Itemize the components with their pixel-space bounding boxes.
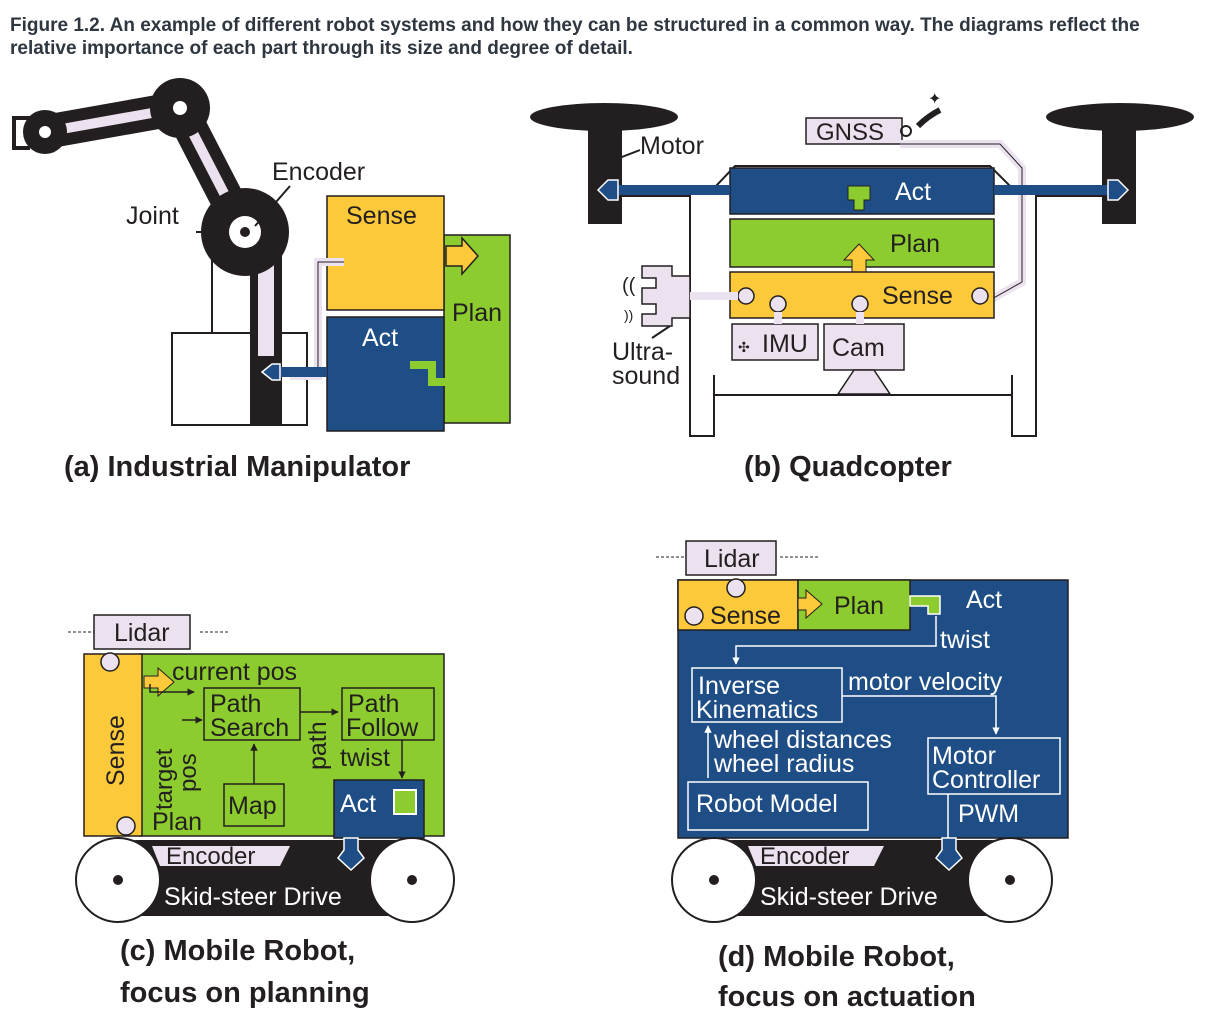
imu-axes-icon: ✣ — [738, 339, 750, 355]
panel-a: Encoder Joint Plan Sense Act (a) Industr… — [12, 78, 511, 483]
path-search-label-1: Path — [210, 690, 261, 718]
sense-to-plan-arrow — [445, 236, 480, 276]
imu-box — [731, 323, 819, 361]
drive-label: Skid-steer Drive — [164, 883, 342, 911]
ik-label-2: Kinematics — [696, 696, 818, 724]
motor-controller-box — [927, 737, 1061, 795]
encoder-label: Encoder — [272, 158, 365, 186]
encoder-box — [152, 846, 290, 866]
motor-controller-label-1: Motor — [932, 742, 996, 770]
twist-label: twist — [940, 626, 990, 654]
encoder-box — [748, 846, 884, 866]
twist-arrow — [732, 616, 937, 665]
camera-lens-icon — [836, 369, 892, 395]
plan-label: Plan — [452, 299, 502, 327]
satellite-dish-icon — [915, 107, 942, 129]
motor-velocity-arrow — [842, 695, 1000, 735]
sense-label: Sense — [710, 602, 781, 630]
map-label: Map — [228, 792, 277, 820]
panel-a-title: (a) Industrial Manipulator — [64, 451, 410, 483]
satellite-icon: ✦ — [928, 91, 941, 108]
gnss-label: GNSS — [816, 119, 884, 146]
cam-label: Cam — [832, 334, 885, 362]
plan-label: Plan — [834, 592, 884, 620]
gripper-icon — [12, 116, 30, 150]
twist-label: twist — [340, 744, 390, 772]
sense-to-plan-arrow — [842, 243, 876, 273]
sense-block — [83, 653, 143, 837]
motor-controller-label-2: Controller — [932, 766, 1040, 794]
right-rotor — [1046, 103, 1194, 224]
left-rotor — [530, 103, 678, 224]
sense-to-plan-arrow — [797, 588, 823, 620]
ultrasound-label-1: Ultra- — [612, 338, 673, 366]
sense-label: Sense — [882, 282, 953, 310]
wheel-distances-label: wheel distances — [713, 726, 892, 754]
plan-to-act-connector — [410, 361, 446, 386]
encoder-label: Encoder — [760, 843, 849, 870]
inverse-kinematics-box — [691, 667, 843, 723]
encoder-leader-line — [254, 185, 291, 227]
panel-c-title-2: focus on planning — [120, 977, 370, 1009]
act-label: Act — [966, 586, 1002, 614]
act-output-connector — [336, 837, 366, 872]
panel-d-title-1: (d) Mobile Robot, — [718, 941, 955, 973]
panel-d: Lidar Sense Plan Act twist Inverse Kinem… — [656, 540, 1069, 1013]
path-label: path — [304, 721, 332, 770]
figure-caption: Figure 1.2. An example of different robo… — [10, 15, 1140, 59]
plan-to-act-connector — [847, 185, 871, 211]
act-block — [326, 316, 445, 432]
act-label: Act — [362, 324, 398, 352]
pwm-label: PWM — [958, 800, 1019, 828]
act-output-connector — [934, 837, 964, 872]
lidar-box — [685, 540, 777, 576]
panel-d-title-2: focus on actuation — [718, 981, 976, 1013]
panel-c-title-1: (c) Mobile Robot, — [120, 935, 355, 967]
encoder-label: Encoder — [166, 843, 255, 870]
ultrasound-sensor — [641, 265, 691, 327]
lidar-label: Lidar — [704, 545, 760, 573]
panel-b: Motor GNSS ✦ Act Plan Sense ✣ IMU — [530, 91, 1194, 483]
target-label: target — [151, 748, 178, 810]
lidar-label: Lidar — [114, 619, 170, 647]
gnss-antenna-icon — [900, 125, 912, 137]
svg-text:)): )) — [624, 307, 633, 323]
path-follow-label-2: Follow — [346, 714, 419, 742]
gnss-box — [805, 117, 903, 145]
joint-label: Joint — [126, 202, 179, 230]
path-follow-box — [341, 687, 435, 741]
ultrasound-label-2: sound — [612, 362, 680, 390]
path-search-label-2: Search — [210, 714, 289, 742]
pos-label: pos — [175, 753, 202, 792]
wheel-radius-label: wheel radius — [713, 750, 854, 778]
motor-velocity-label: motor velocity — [848, 668, 1003, 696]
robot-model-label: Robot Model — [696, 790, 838, 818]
drive-label: Skid-steer Drive — [760, 883, 938, 911]
sense-label: Sense — [102, 715, 130, 786]
manipulator-base — [171, 332, 308, 426]
act-label: Act — [895, 178, 931, 206]
plan-to-act-connector — [393, 789, 417, 815]
plan-to-act-connector — [909, 595, 941, 615]
robot-model-box — [687, 781, 869, 831]
sense-block — [326, 195, 445, 311]
sound-wave-icon: (( — [622, 275, 636, 297]
current-pos-label: current pos — [172, 658, 297, 686]
ik-label-1: Inverse — [698, 672, 780, 700]
motor-label: Motor — [640, 132, 704, 160]
lidar-box — [93, 614, 191, 650]
panel-c: Lidar Sense Act current pos Path Search … — [68, 614, 455, 1009]
act-label: Act — [340, 790, 376, 818]
panel-b-title: (b) Quadcopter — [744, 451, 952, 483]
sense-to-plan-arrow — [143, 666, 175, 698]
path-follow-label-1: Path — [348, 690, 399, 718]
path-search-box — [203, 687, 301, 741]
plan-label: Plan — [890, 230, 940, 258]
cam-box — [823, 323, 905, 371]
imu-label: IMU — [762, 330, 808, 358]
plan-label: Plan — [152, 808, 202, 836]
sense-label: Sense — [346, 202, 417, 230]
